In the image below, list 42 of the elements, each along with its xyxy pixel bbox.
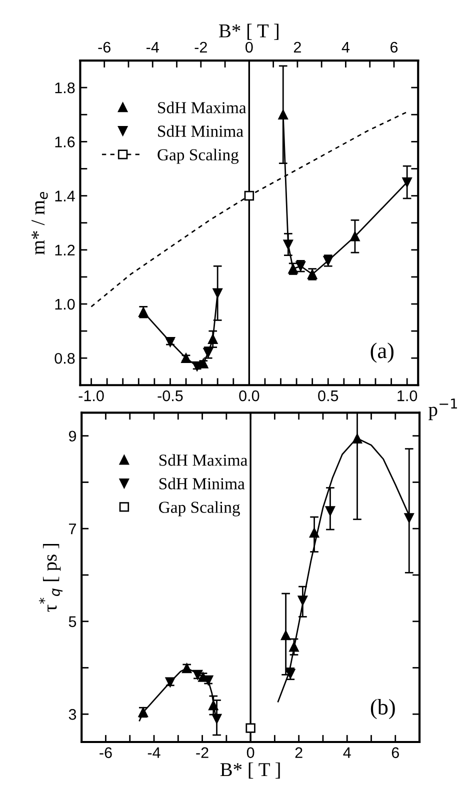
- y-axis-title: m* / m$_{e}$: [32, 192, 48, 255]
- x2-tick-label: 2: [294, 42, 301, 52]
- x-tick-label: -4: [148, 747, 160, 758]
- x-tick-label: 6: [392, 747, 399, 758]
- x2-tick-label: 6: [390, 42, 398, 53]
- legend-label: Gap Scaling: [159, 501, 240, 516]
- x-tick-label: -1.0: [78, 390, 104, 402]
- annotation: (b): [370, 698, 395, 720]
- y-tick-label: 1.6: [55, 136, 75, 148]
- y-axis-title: τ$^{*}$$_{q}$ [ ps ]: [38, 544, 63, 612]
- x-tick-label: 1.0: [398, 390, 418, 402]
- x2-tick-label: -6: [98, 42, 110, 53]
- x2-tick-label: 0: [246, 42, 253, 53]
- annotation: (a): [370, 342, 394, 363]
- x-tick-label: 0: [246, 747, 254, 758]
- x2-tick-label: -2: [194, 42, 207, 52]
- x-tick-label: -0.5: [158, 390, 183, 402]
- y-tick-label: 0.8: [54, 352, 75, 364]
- x-tick-label: 4: [343, 747, 351, 758]
- x-tick-label: -6: [100, 747, 112, 758]
- y-tick-label: 5: [68, 616, 76, 628]
- legend-label: SdH Minima: [158, 125, 244, 137]
- y-tick-label: 3: [68, 709, 76, 720]
- y-tick-label: 9: [68, 430, 76, 442]
- legend-label: SdH Maxima: [158, 102, 246, 114]
- y-tick-label: 1.0: [55, 298, 75, 310]
- x2-tick-label: -4: [146, 42, 159, 52]
- x-tick-label: 0.5: [318, 390, 338, 402]
- y-tick-label: 1.8: [55, 82, 75, 94]
- x2-tick-label: 4: [342, 42, 350, 52]
- x-tick-label: 2: [295, 747, 302, 758]
- x-axis-title: p$^{−1}$: [428, 398, 457, 420]
- x-tick-label: -2: [196, 747, 208, 758]
- legend-label: Gap Scaling: [158, 148, 239, 164]
- legend-label: SdH Minima: [159, 478, 245, 490]
- y-tick-label: 1.4: [55, 190, 75, 202]
- x2-axis-title: B* [ T ]: [219, 24, 278, 40]
- x-tick-label: 0.0: [239, 390, 260, 402]
- legend-label: SdH Maxima: [159, 454, 248, 466]
- y-tick-label: 1.2: [55, 244, 75, 256]
- y-tick-label: 7: [69, 524, 76, 534]
- x-axis-title: B* [ T ]: [220, 762, 280, 779]
